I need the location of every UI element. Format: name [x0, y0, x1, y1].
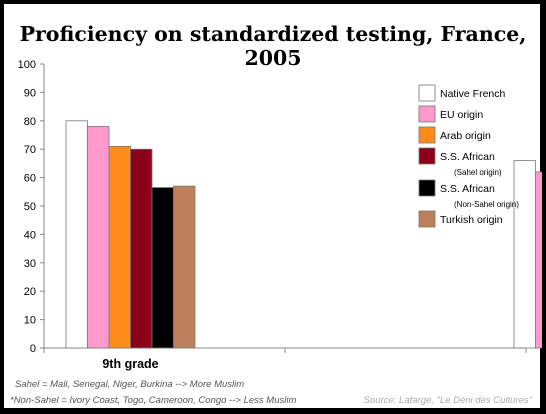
y-tick-label: 20 — [24, 286, 36, 298]
y-tick-label: 0 — [30, 343, 36, 355]
footnote-sahel: Sahel = Mali, Senegal, Niger, Burkina --… — [15, 379, 245, 390]
y-tick-label: 100 — [18, 59, 36, 71]
legend-label-0: Native French — [440, 88, 506, 100]
legend-label-4: S.S. African — [440, 183, 495, 195]
bar-6th-grade-series-0 — [513, 160, 536, 349]
footnote-non-sahel: *Non-Sahel = Ivory Coast, Togo, Cameroon… — [10, 395, 297, 406]
legend-swatch-1 — [418, 105, 436, 123]
legend-label-5: Turkish origin — [440, 214, 503, 226]
y-tick-label: 40 — [24, 229, 36, 241]
bar-9th-grade-series-2 — [108, 145, 131, 349]
legend-swatch-5 — [418, 210, 436, 228]
bar-9th-grade-series-4 — [151, 187, 174, 349]
y-tick-label: 10 — [24, 315, 36, 327]
legend-swatch-4 — [418, 179, 436, 197]
legend-sublabel-3: (Sahel origin) — [454, 168, 502, 177]
category-label: 9th grade — [102, 357, 158, 371]
legend-swatch-0 — [418, 84, 436, 102]
legend-label-1: EU origin — [440, 109, 483, 121]
y-tick-label: 70 — [24, 144, 36, 156]
bar-9th-grade-series-5 — [173, 185, 196, 349]
legend-swatch-3 — [418, 147, 436, 165]
y-tick-label: 30 — [24, 258, 36, 270]
y-tick-label: 50 — [24, 201, 36, 213]
bar-9th-grade-series-3 — [130, 148, 153, 349]
source-note: Source: Lafarge, "Le Déni des Cultures" — [363, 395, 532, 406]
bar-9th-grade-series-0 — [65, 120, 88, 349]
chart-title: Proficiency on standardized testing, Fra… — [19, 22, 527, 70]
y-tick-label: 90 — [24, 87, 36, 99]
legend-label-3: S.S. African — [440, 151, 495, 163]
legend-sublabel-4: (Non-Sahel origin) — [454, 200, 519, 209]
bar-9th-grade-series-1 — [87, 126, 110, 349]
y-tick-label: 80 — [24, 116, 36, 128]
legend-swatch-2 — [418, 126, 436, 144]
legend-label-2: Arab origin — [440, 130, 491, 142]
y-tick-label: 60 — [24, 173, 36, 185]
chart-frame: Proficiency on standardized testing, Fra… — [3, 3, 542, 409]
bar-6th-grade-series-1 — [535, 171, 542, 349]
